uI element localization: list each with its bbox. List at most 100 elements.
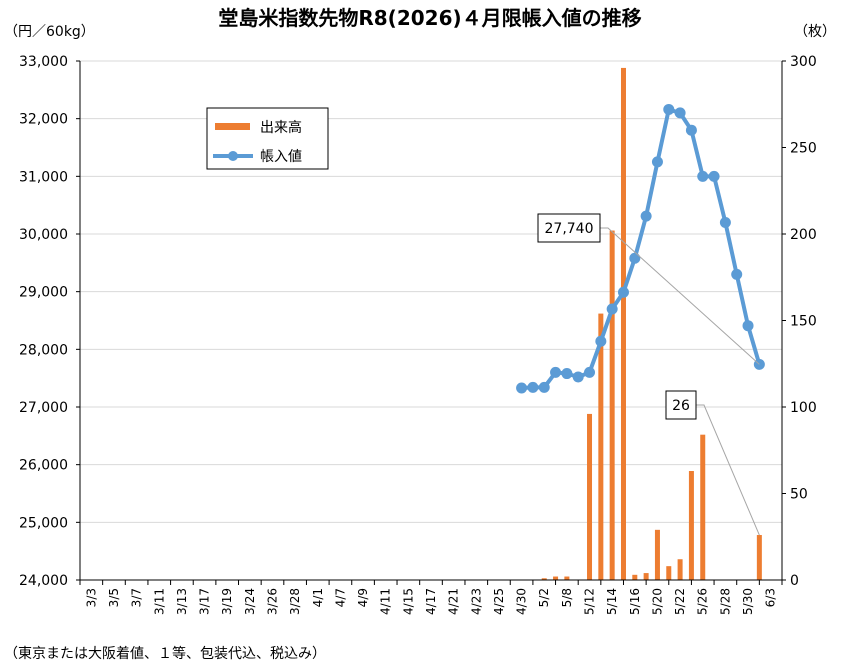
settlement-point	[584, 366, 596, 378]
x-tick-label: 3/17	[198, 588, 212, 615]
x-tick-label: 4/23	[469, 588, 483, 615]
y-right-tick-label: 0	[790, 573, 799, 589]
settlement-point	[595, 335, 607, 347]
y-right-unit-label: （枚）	[794, 24, 836, 40]
callout-box	[665, 390, 697, 420]
volume-bar	[688, 471, 694, 580]
x-tick-label: 3/28	[288, 588, 302, 615]
settlement-point	[708, 170, 720, 182]
settlement-point	[674, 107, 686, 119]
y-left-tick-label: 24,000	[19, 573, 68, 589]
settlement-point	[606, 303, 618, 315]
x-tick-label: 4/9	[356, 588, 370, 607]
callout-label: 26	[672, 398, 690, 414]
x-tick-label: 5/12	[583, 588, 597, 615]
legend-line-marker	[228, 151, 238, 161]
x-tick-label: 4/17	[424, 588, 438, 615]
legend-line-label: 帳入値	[260, 149, 302, 165]
y-left-tick-label: 29,000	[19, 285, 68, 301]
y-right-tick-label: 250	[790, 141, 817, 157]
volume-bar	[677, 559, 683, 580]
volume-bar	[700, 434, 706, 580]
x-tick-label: 5/28	[718, 588, 732, 615]
x-tick-label: 5/16	[628, 588, 642, 615]
x-tick-label: 4/21	[447, 588, 461, 615]
settlement-point	[719, 216, 731, 228]
y-right-tick-label: 50	[790, 487, 808, 503]
callouts: 27,740 26	[537, 213, 760, 536]
x-tick-label: 5/26	[696, 588, 710, 615]
x-tick-label: 4/25	[492, 588, 506, 615]
x-tick-label: 3/19	[220, 588, 234, 615]
volume-bar	[598, 313, 604, 580]
volume-bars	[541, 67, 762, 581]
x-tick-label: 6/3	[764, 588, 778, 607]
x-tick-label: 4/15	[401, 588, 415, 615]
y-right-tick-label: 100	[790, 400, 817, 416]
x-tick-label: 4/1	[311, 588, 325, 607]
settlement-point	[697, 170, 709, 182]
callout-leader	[696, 404, 760, 536]
settlement-point	[640, 210, 652, 222]
y-left-tick-labels: 24,000 25,000 26,000 27,000 28,000 29,000 30,0…	[19, 54, 68, 589]
gridlines	[80, 60, 782, 581]
x-tick-label: 3/5	[107, 588, 121, 607]
settlement-point	[663, 103, 675, 115]
settlement-point	[629, 252, 641, 264]
settlement-point	[516, 382, 528, 394]
x-tick-label: 5/30	[741, 588, 755, 615]
y-left-tick-label: 26,000	[19, 458, 68, 474]
footnote: （東京または大阪着値、１等、包装代込、税込み）	[4, 645, 326, 662]
x-tick-label: 5/20	[650, 588, 664, 615]
x-tick-label: 3/7	[130, 588, 144, 607]
volume-bar	[654, 529, 660, 580]
callout-leader	[600, 227, 760, 365]
y-right-tick-labels: 0 50 100 150 200 250 300	[790, 54, 817, 589]
x-tick-label: 3/26	[265, 588, 279, 615]
settlement-point	[685, 124, 697, 136]
x-tick-label: 4/7	[333, 588, 347, 607]
volume-bar	[620, 67, 626, 581]
settlement-point	[538, 381, 550, 393]
x-tick-label: 3/3	[84, 588, 98, 607]
x-tick-labels: 3/3 3/5 3/7 3/11 3/13 3/17 3/19 3/24 3/26 3/28 4/1…	[84, 588, 777, 615]
legend-box	[206, 107, 329, 170]
callout-box	[537, 213, 601, 243]
settlement-line-path	[521, 107, 762, 390]
y-left-tick-label: 31,000	[19, 169, 68, 185]
settlement-point	[550, 366, 562, 378]
volume-bar	[553, 576, 559, 580]
callout-label: 27,740	[545, 221, 594, 237]
legend: 出来高 帳入値	[206, 107, 329, 170]
volume-bar	[643, 573, 649, 580]
settlement-point	[731, 268, 743, 280]
x-tick-label: 3/13	[175, 588, 189, 615]
y-left-tick-label: 33,000	[19, 54, 68, 70]
x-tick-label: 5/22	[673, 588, 687, 615]
volume-bar	[564, 576, 570, 580]
settlement-point	[617, 286, 629, 298]
settlement-point	[742, 320, 754, 332]
legend-bar-label: 出来高	[260, 119, 302, 136]
y-left-tick-label: 30,000	[19, 227, 68, 243]
x-tick-label: 5/14	[605, 588, 619, 615]
x-tick-label: 5/2	[537, 588, 551, 607]
volume-bar	[756, 535, 762, 580]
y-left-unit-label: （円／60kg）	[4, 24, 95, 40]
settlement-point	[561, 368, 573, 380]
settlement-point	[651, 156, 663, 168]
volume-bar	[666, 566, 672, 580]
volume-bar	[541, 578, 547, 580]
y-left-tick-label: 25,000	[19, 515, 68, 531]
volume-bar	[587, 413, 593, 580]
y-right-tick-label: 200	[790, 227, 817, 243]
settlement-point	[527, 381, 539, 393]
y-right-tick-label: 150	[790, 314, 817, 330]
x-tick-label: 4/30	[515, 588, 529, 615]
chart-title: 堂島米指数先物R8(2026)４月限帳入値の推移	[218, 6, 641, 30]
y-left-tick-label: 27,000	[19, 400, 68, 416]
settlement-point	[572, 371, 584, 383]
volume-bar	[609, 230, 615, 581]
